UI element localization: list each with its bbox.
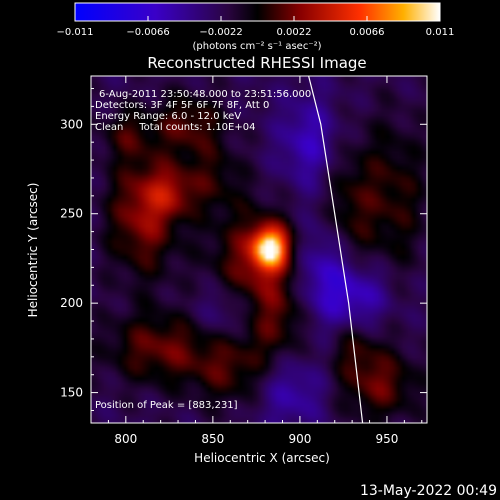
y-tick-label: 150 [60,386,83,400]
y-tick-label: 300 [60,117,83,131]
annotation-time-range: 6-Aug-2011 23:50:48.000 to 23:51:56.000 [99,89,311,100]
annotation-detectors: Detectors: 3F 4F 5F 6F 7F 8F, Att 0 [95,100,269,111]
x-tick-label: 850 [201,432,224,446]
x-axis-label: Heliocentric X (arcsec) [194,451,330,465]
y-axis-label: Heliocentric Y (arcsec) [26,183,40,318]
x-tick-label: 800 [114,432,137,446]
colorbar-tick-label: 0.011 [426,27,455,38]
axis-ticks: 800 850 900 950 150 200 250 300 [60,76,427,446]
colorbar [74,2,441,22]
annotation-energy-range: Energy Range: 6.0 - 12.0 keV [95,111,241,122]
footer-timestamp: 13-May-2022 00:49 [360,483,497,499]
heatmap-image [91,76,427,423]
annotation-clean-counts: Clean Total counts: 1.10E+04 [95,122,255,133]
colorbar-tick-label: 0.0066 [350,27,385,38]
y-tick-label: 250 [60,207,83,221]
colorbar-units: (photons cm⁻² s⁻¹ asec⁻²) [192,41,321,52]
x-tick-label: 950 [376,432,399,446]
colorbar-tick-label: −0.0022 [199,27,242,38]
colorbar-tick-label: 0.0022 [277,27,312,38]
y-tick-label: 200 [60,296,83,310]
solar-limb-curve [308,76,364,423]
colorbar-ticks: −0.011 −0.0066 −0.0022 0.0022 0.0066 0.011 [56,16,454,38]
x-tick-label: 900 [288,432,311,446]
colorbar-tick-label: −0.0066 [126,27,169,38]
colorbar-tick-label: −0.011 [56,27,93,38]
peak-position-label: Position of Peak = [883,231] [95,400,238,411]
chart-title: Reconstructed RHESSI Image [147,54,366,72]
